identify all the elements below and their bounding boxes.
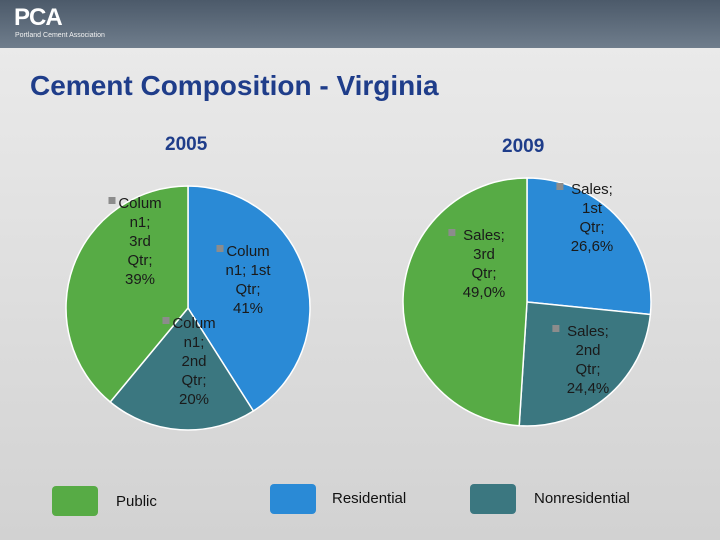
label-bullet-icon: [556, 183, 564, 190]
pie-2005-slice-public: [65, 185, 189, 404]
pie-2005-label-residential: Colum n1; 1st Qtr; 41%: [225, 243, 271, 317]
legend-swatch-nonresidential: [470, 484, 516, 514]
label-bullet-icon: [162, 317, 170, 324]
label-bullet-icon: [216, 245, 224, 252]
logo-subtitle: Portland Cement Association: [15, 32, 105, 39]
pie-2005: Colum n1; 1st Qtr; 41%Colum n1; 2nd Qtr; 20% Col…: [65, 185, 311, 431]
logo-text: PCA: [14, 4, 63, 31]
pie-2009-label-nonresidential: Sales; 2nd Qtr; 24,4%: [567, 323, 610, 397]
pie-2009: Sales; 1st Qtr; 26,6% Sales; 2nd Qtr; 24,4% Sale…: [402, 177, 652, 427]
label-bullet-icon: [552, 325, 560, 332]
pie-2009-slice-nonresidential: [518, 301, 652, 427]
pie-2005-label-public: Colum n1; 3rd Qtr; 39%: [118, 195, 161, 288]
pie-2009-label-public: Sales; 3rd Qtr; 49,0%: [463, 227, 506, 301]
pie-2005-label-nonresidential: Colum n1; 2nd Qtr; 20%: [172, 315, 215, 408]
legend-label-nonresidential: Nonresidential: [534, 490, 630, 507]
chart-title-2009: 2009: [502, 136, 545, 157]
pie-2005-slice-nonresidential: [109, 306, 255, 431]
header-bar: PCA Portland Cement Association: [0, 0, 720, 48]
legend-label-residential: Residential: [332, 490, 407, 507]
label-bullet-icon: [108, 197, 116, 204]
slide-title: Cement Composition - Virginia: [30, 70, 439, 101]
label-bullet-icon: [448, 229, 456, 236]
chart-title-2005: 2005: [165, 134, 208, 155]
pie-2009-label-residential: Sales; 1st Qtr; 26,6%: [571, 181, 614, 255]
legend-swatch-public: [52, 486, 98, 516]
legend-label-public: Public: [116, 493, 157, 510]
legend-swatch-residential: [270, 484, 316, 514]
pca-logo: PCA Portland Cement Association: [14, 4, 134, 44]
pie-2009-slice-residential: [526, 177, 652, 316]
pie-2009-slice-public: [402, 177, 528, 427]
